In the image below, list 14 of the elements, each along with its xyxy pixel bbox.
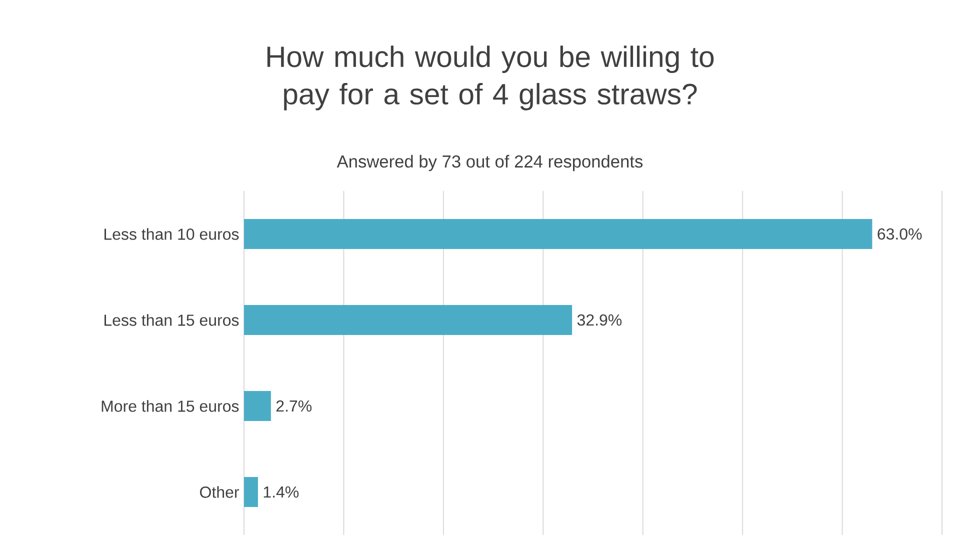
- y-tick-label: Less than 10 euros: [104, 228, 239, 240]
- data-label: 32.9%: [577, 314, 622, 326]
- data-label: 1.4%: [264, 486, 299, 498]
- data-label: 2.7%: [276, 400, 312, 412]
- bar: [244, 477, 258, 507]
- data-label: 63.0%: [878, 228, 922, 240]
- bar: [244, 391, 271, 422]
- bar: [244, 305, 572, 336]
- y-tick-label: More than 15 euros: [102, 400, 239, 412]
- chart-subtitle: Answered by 73 out of 224 respondents: [336, 154, 643, 172]
- chart-title: How much would you be willing to pay for a set of 4 glass straws?: [267, 46, 714, 110]
- y-tick-label: Other: [200, 486, 240, 498]
- bar: [244, 219, 872, 250]
- y-tick-label: Less than 15 euros: [104, 314, 239, 326]
